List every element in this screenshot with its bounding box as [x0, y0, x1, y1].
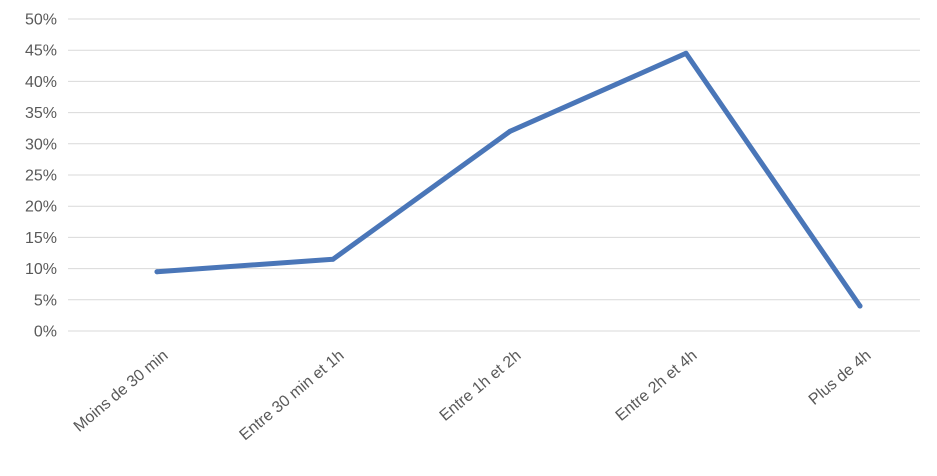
x-category-label-0: Moins de 30 min: [71, 347, 172, 435]
y-tick-label-1: 5%: [34, 292, 57, 309]
data-point-0-2: [507, 128, 513, 134]
x-category-label-3: Entre 2h et 4h: [613, 347, 701, 425]
y-axis: 0% 5% 10% 15% 20% 25% 30% 35% 40% 45% 50%: [25, 12, 57, 341]
series-layer: [154, 50, 863, 309]
gridlines: [68, 18, 920, 332]
y-tick-label-5: 25%: [25, 168, 57, 185]
x-category-label-4: Plus de 4h: [806, 347, 875, 409]
y-tick-label-2: 10%: [25, 261, 57, 278]
y-tick-label-10: 50%: [25, 12, 57, 29]
y-tick-label-8: 40%: [25, 74, 57, 91]
y-tick-label-4: 20%: [25, 199, 57, 216]
y-tick-label-7: 35%: [25, 105, 57, 122]
x-category-label-2: Entre 1h et 2h: [437, 347, 525, 425]
y-tick-label-9: 45%: [25, 43, 57, 60]
data-point-0-1: [330, 256, 336, 262]
data-point-0-4: [857, 303, 863, 309]
data-point-0-3: [683, 50, 689, 56]
x-axis: Moins de 30 min Entre 30 min et 1h Entre 1…: [71, 347, 875, 444]
y-tick-label-6: 30%: [25, 136, 57, 153]
x-category-label-1: Entre 30 min et 1h: [236, 347, 347, 444]
y-tick-label-0: 0%: [34, 324, 57, 341]
y-tick-label-3: 15%: [25, 230, 57, 247]
data-point-0-0: [154, 269, 160, 275]
